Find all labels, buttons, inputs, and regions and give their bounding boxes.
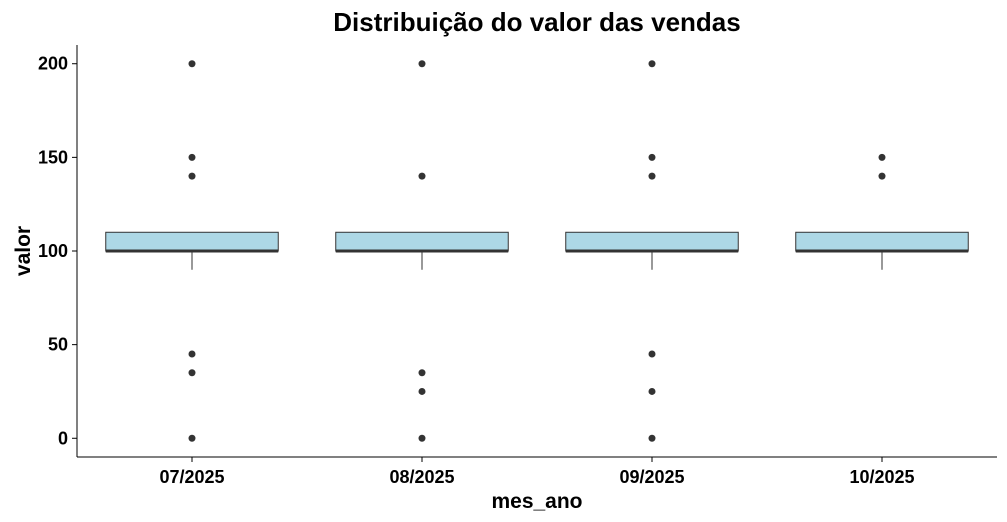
outlier-point: [878, 153, 886, 161]
y-tick-label: 200: [38, 54, 68, 74]
outlier-point: [188, 350, 196, 358]
box-group: [105, 60, 279, 442]
y-tick-label: 50: [48, 335, 68, 355]
outlier-point: [188, 172, 196, 180]
outlier-point: [878, 172, 886, 180]
outlier-point: [418, 387, 426, 395]
outlier-point: [648, 153, 656, 161]
outlier-point: [418, 172, 426, 180]
box-iqr: [105, 231, 279, 252]
y-axis-title: valor: [12, 226, 35, 276]
y-tick-label: 150: [38, 147, 68, 167]
x-tick-label: 08/2025: [389, 467, 454, 487]
y-tick-label: 0: [58, 428, 68, 448]
x-tick-label: 09/2025: [619, 467, 684, 487]
y-tick-label: 100: [38, 241, 68, 261]
box-iqr: [335, 231, 509, 252]
x-axis-ticks: 07/2025 08/2025 09/2025 10/2025: [159, 457, 915, 487]
y-axis-ticks: 0 50 100 150 200: [38, 54, 77, 448]
chart-title: Distribuição do valor das vendas: [333, 7, 740, 37]
x-tick-label: 07/2025: [159, 467, 224, 487]
box-group: [565, 60, 739, 442]
box-group: [335, 60, 509, 442]
box-group: [795, 153, 969, 270]
plot-area: [105, 60, 969, 442]
outlier-point: [188, 60, 196, 68]
outlier-point: [648, 60, 656, 68]
outlier-point: [188, 369, 196, 377]
outlier-point: [188, 153, 196, 161]
outlier-point: [418, 369, 426, 377]
box-iqr: [795, 231, 969, 252]
outlier-point: [648, 434, 656, 442]
outlier-point: [418, 434, 426, 442]
outlier-point: [418, 60, 426, 68]
x-axis-title: mes_ano: [491, 490, 582, 513]
x-tick-label: 10/2025: [849, 467, 914, 487]
outlier-point: [648, 172, 656, 180]
outlier-point: [648, 387, 656, 395]
box-iqr: [565, 231, 739, 252]
outlier-point: [648, 350, 656, 358]
outlier-point: [188, 434, 196, 442]
